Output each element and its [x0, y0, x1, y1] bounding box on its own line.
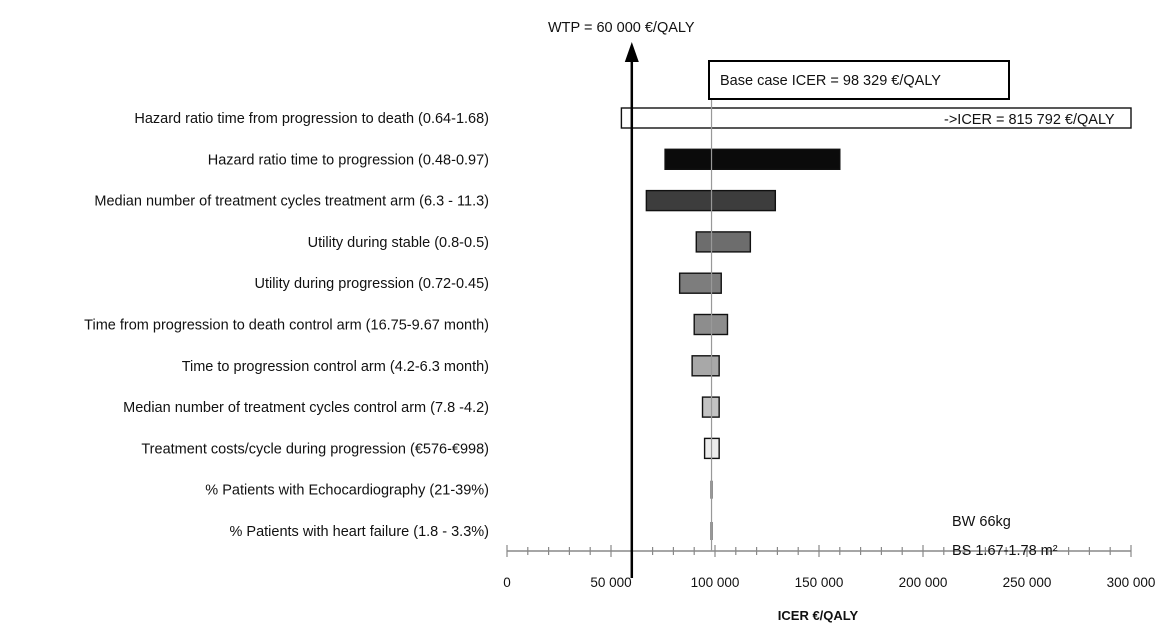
tornado-bar: [693, 313, 729, 336]
category-label: % Patients with Echocardiography (21-39%…: [205, 483, 489, 499]
tornado-bar: [664, 148, 841, 171]
x-tick-label: 0: [503, 575, 511, 590]
category-label: Time from progression to death control a…: [84, 318, 489, 334]
x-tick-label: 300 000: [1107, 575, 1156, 590]
overflow-icer-label: ->ICER = 815 792 €/QALY: [944, 112, 1115, 128]
tornado-bar: [678, 272, 722, 294]
category-labels: Hazard ratio time from progression to de…: [84, 111, 489, 540]
x-tick-label: 50 000: [590, 575, 631, 590]
x-axis: 0 50 000 100 000 150 000 200 000 250 000 300 0…: [503, 545, 1155, 590]
base-case-label: Base case ICER = 98 329 €/QALY: [720, 73, 941, 89]
wtp-label: WTP = 60 000 €/QALY: [548, 20, 695, 36]
tornado-bar: [620, 107, 1132, 129]
bars-layer: [620, 107, 1132, 540]
x-tick-label: 250 000: [1003, 575, 1052, 590]
category-label: Utility during stable (0.8-0.5): [308, 235, 489, 251]
category-label: Median number of treatment cycles treatm…: [94, 194, 489, 210]
tornado-bar: [695, 231, 752, 253]
body-weight-note: BW 66kg: [952, 514, 1011, 530]
category-label: Hazard ratio time to progression (0.48-0…: [208, 152, 489, 168]
x-tick-label: 150 000: [795, 575, 844, 590]
annotations: WTP = 60 000 €/QALY Base case ICER = 98 …: [548, 20, 1115, 623]
category-label: Treatment costs/cycle during progression…: [141, 441, 489, 457]
category-label: Time to progression control arm (4.2-6.3…: [182, 359, 489, 375]
base-case-box: [708, 60, 1010, 100]
wtp-arrow-head: [624, 42, 639, 62]
category-label: Utility during progression (0.72-0.45): [254, 276, 489, 292]
category-label: % Patients with heart failure (1.8 - 3.3…: [229, 524, 489, 540]
category-label: Hazard ratio time from progression to de…: [134, 111, 489, 127]
tornado-bar: [645, 189, 777, 212]
category-label: Median number of treatment cycles contro…: [123, 400, 489, 416]
x-tick-label: 100 000: [691, 575, 740, 590]
tornado-bar: [691, 355, 720, 377]
x-tick-label: 200 000: [899, 575, 948, 590]
body-surface-note: BS 1.67-1.78 m²: [952, 543, 1058, 559]
tornado-bar: [701, 396, 720, 418]
x-axis-title: ICER €/QALY: [778, 608, 859, 623]
